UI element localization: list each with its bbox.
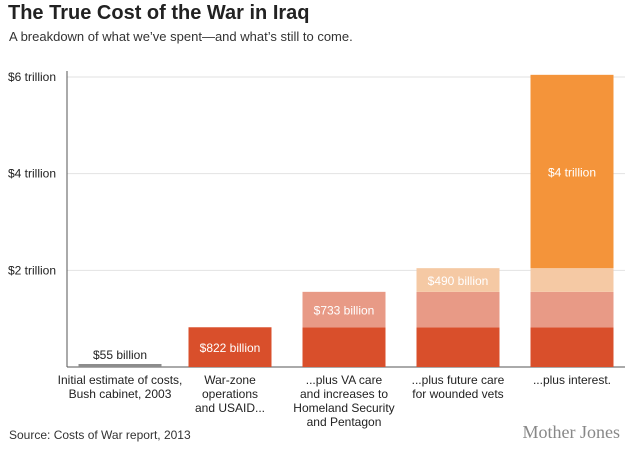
category-label-1: Initial estimate of costs, Bush cabinet, … — [58, 373, 183, 401]
y-tick-label-0: $2 trillion — [8, 263, 56, 277]
bar-1-segment-1 — [78, 364, 162, 367]
category-label-2: War-zone operations and USAID... — [195, 373, 265, 415]
category-label-4: ...plus future care for wounded vets — [412, 373, 505, 401]
y-tick-label-1: $4 trillion — [8, 167, 56, 181]
bar-4-segment-4 — [416, 268, 500, 292]
bar-5-segment-3 — [530, 291, 614, 328]
bar-4-segment-2 — [416, 327, 500, 367]
bar-1-value-label: $55 billion — [93, 348, 147, 362]
category-label-3: ...plus VA care and increases to Homeland … — [293, 373, 394, 429]
category-label-5: ...plus interest. — [533, 373, 611, 387]
bar-5-value-label: $4 trillion — [548, 165, 596, 179]
bar-3-segment-2 — [302, 327, 386, 367]
chart-title: The True Cost of the War in Iraq — [8, 2, 310, 24]
bar-3-segment-3 — [302, 291, 386, 328]
chart-subtitle: A breakdown of what we’ve spent—and what… — [9, 29, 353, 44]
bar-5-segment-4 — [530, 268, 614, 292]
bar-3-value-label: $733 billion — [314, 304, 375, 318]
y-tick-label-2: $6 trillion — [8, 70, 56, 84]
bar-2-segment-2 — [188, 327, 272, 367]
publisher-logo: Mother Jones — [522, 422, 621, 442]
bar-4-segment-3 — [416, 291, 500, 328]
bar-4-value-label: $490 billion — [428, 274, 489, 288]
bar-5-segment-2 — [530, 327, 614, 367]
bar-2-value-label: $822 billion — [200, 341, 261, 355]
bar-5-segment-5 — [530, 74, 614, 269]
source-note: Source: Costs of War report, 2013 — [9, 428, 191, 442]
